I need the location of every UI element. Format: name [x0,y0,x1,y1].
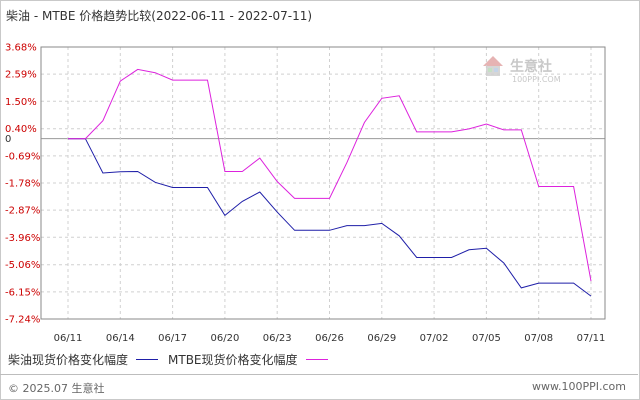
grid [41,46,605,320]
y-tick-label: -6.15% [5,287,40,298]
house-logo-icon [483,56,503,76]
x-tick-label: 07/08 [524,333,553,344]
x-tick-label: 06/20 [210,333,239,344]
y-tick-label: 3.68% [5,43,37,54]
y-tick-label: -7.24% [5,315,40,326]
legend-label-diesel: 柴油现货价格变化幅度 [8,353,129,367]
legend-swatch-mtbe [305,359,328,360]
y-tick-label: 2.59% [5,70,37,81]
legend-swatch-diesel [136,359,159,360]
legend: 柴油现货价格变化幅度 MTBE现货价格变化幅度 [8,351,338,367]
x-tick-label: 06/17 [158,333,187,344]
series-line-diesel [68,138,592,297]
x-tick-label: 07/05 [472,333,501,344]
x-tick-label: 06/14 [106,333,135,344]
y-tick-label: -5.06% [5,260,40,271]
y-tick-label: 0.40% [5,124,37,135]
y-tick-label: 1.50% [5,97,37,108]
x-tick-label: 06/23 [263,333,292,344]
site-url: www.100PPI.com [532,380,626,393]
footer: © 2025.07 生意社 www.100PPI.com [0,374,638,399]
watermark-name: 生意社 [510,58,552,75]
y-tick-label: -0.69% [5,151,40,162]
chart-title: 柴油 - MTBE 价格趋势比较(2022-06-11 - 2022-07-11… [6,9,313,23]
axes [40,46,606,320]
series-lines [68,68,592,297]
y-tick-label: -2.87% [5,206,40,217]
y-tick-label: 0 [5,134,11,145]
x-axis-ticks: 06/11 06/14 06/17 06/20 06/23 06/26 06/29 07/02… [54,333,606,344]
x-tick-label: 06/29 [367,333,396,344]
y-tick-label: -3.96% [5,233,40,244]
watermark: 生意社 100PPI.COM [483,56,561,84]
x-tick-label: 06/11 [54,333,83,344]
copyright-text: © 2025.07 生意社 [8,382,105,395]
x-tick-label: 07/11 [577,333,606,344]
series-line-mtbe [68,68,592,282]
legend-label-mtbe: MTBE现货价格变化幅度 [168,353,298,367]
plot-border [40,46,606,320]
watermark-url: 100PPI.COM [512,75,561,84]
x-tick-label: 07/02 [420,333,449,344]
x-tick-label: 06/26 [315,333,344,344]
y-axis-ticks: 3.68% 2.59% 1.50% 0.40%0 -0.69% -1.78% -2.87% -… [5,43,40,326]
y-tick-label: -1.78% [5,179,40,190]
